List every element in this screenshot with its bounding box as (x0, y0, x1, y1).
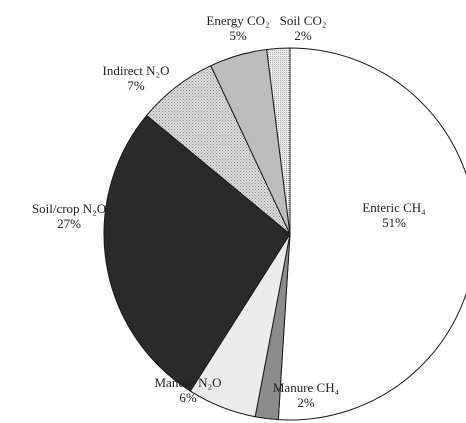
slice-name: Manure N₂O (155, 375, 222, 390)
slice-name: Soil/crop N₂O (32, 201, 106, 216)
slice-label-soil-co: Soil CO₂ 2% (280, 13, 327, 43)
slice-label-enteric-ch: Enteric CH₄ 51% (362, 200, 426, 230)
slice-label-manure-n-o: Manure N₂O 6% (155, 375, 222, 405)
slice-percent: 2% (297, 395, 315, 410)
slice-name: Indirect N₂O (103, 63, 170, 78)
slice-percent: 7% (127, 78, 145, 93)
slice-name: Manure CH₄ (273, 380, 340, 395)
slice-soil-crop-n-o (103, 114, 291, 392)
slice-percent: 6% (179, 390, 197, 405)
slice-name: Energy CO₂ (206, 13, 269, 28)
pie-slices (103, 47, 466, 421)
slice-label-energy-co: Energy CO₂ 5% (206, 13, 269, 43)
slice-label-indirect-n-o: Indirect N₂O 7% (103, 63, 170, 93)
slice-soil-co (266, 47, 291, 235)
slice-percent: 2% (294, 28, 312, 43)
slice-label-manure-ch: Manure CH₄ 2% (273, 380, 340, 410)
slice-name: Enteric CH₄ (362, 200, 426, 215)
slice-name: Soil CO₂ (280, 13, 327, 28)
slice-enteric-ch (277, 47, 466, 421)
pie-labels: Enteric CH₄ 51%Manure CH₄ 2%Manure N₂O 6%So… (32, 13, 426, 410)
slice-percent: 27% (57, 216, 81, 231)
slice-label-soil-crop-n-o: Soil/crop N₂O 27% (32, 201, 106, 231)
slice-percent: 5% (229, 28, 247, 43)
slice-percent: 51% (382, 215, 406, 230)
